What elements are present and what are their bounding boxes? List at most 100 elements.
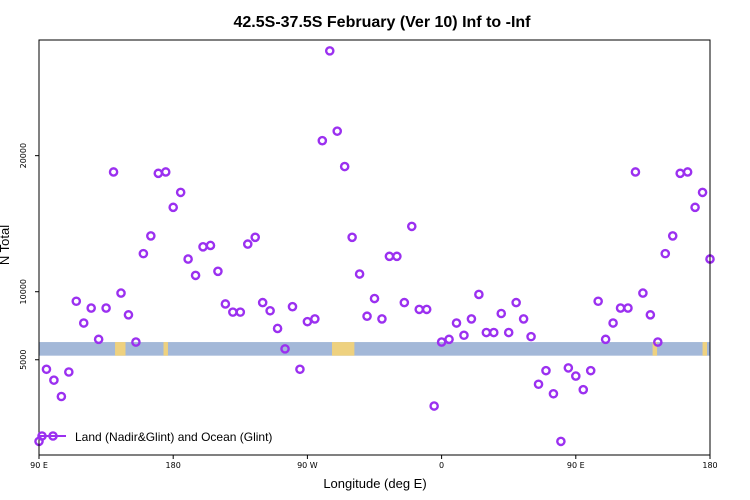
data-point bbox=[384, 251, 395, 262]
data-point bbox=[414, 304, 425, 315]
x-tick-label: 90 W bbox=[297, 461, 318, 470]
data-point bbox=[257, 297, 268, 308]
data-point bbox=[585, 365, 596, 376]
data-point bbox=[548, 388, 559, 399]
band-highlight bbox=[163, 342, 168, 356]
data-point bbox=[675, 168, 685, 179]
data-point bbox=[690, 202, 700, 213]
y-axis-label: N Total bbox=[0, 225, 12, 265]
legend: Land (Nadir&Glint) and Ocean (Glint) bbox=[37, 430, 272, 444]
data-point bbox=[697, 187, 708, 198]
y-tick-label: 20000 bbox=[19, 143, 28, 168]
x-tick-label: 90 E bbox=[30, 461, 48, 470]
plot-frame bbox=[38, 39, 711, 456]
data-point bbox=[235, 307, 246, 317]
data-point bbox=[123, 310, 134, 320]
data-point bbox=[56, 391, 67, 402]
data-point bbox=[265, 305, 275, 316]
data-point bbox=[578, 384, 589, 395]
data-point bbox=[116, 288, 126, 298]
data-point bbox=[41, 364, 52, 375]
data-point bbox=[280, 344, 290, 354]
data-point bbox=[71, 296, 82, 307]
legend-marker bbox=[37, 431, 47, 441]
data-point bbox=[421, 304, 432, 315]
data-point bbox=[511, 297, 521, 308]
data-point bbox=[302, 316, 313, 327]
data-point bbox=[556, 436, 566, 447]
data-point bbox=[198, 242, 208, 252]
band-highlight bbox=[115, 342, 126, 356]
data-point bbox=[324, 46, 335, 56]
x-tick-label: 180 bbox=[166, 461, 181, 470]
data-point bbox=[526, 331, 536, 342]
data-point bbox=[645, 310, 656, 320]
y-axis-ticks: 5000 10000 20000 bbox=[19, 143, 39, 370]
x-tick-label: 0 bbox=[439, 461, 444, 470]
data-point bbox=[660, 248, 671, 259]
data-point bbox=[242, 239, 253, 249]
data-point bbox=[444, 334, 454, 345]
data-point bbox=[451, 318, 462, 328]
y-tick-label: 10000 bbox=[19, 279, 28, 304]
data-point bbox=[466, 314, 477, 324]
data-point bbox=[160, 167, 171, 177]
data-point bbox=[272, 323, 283, 334]
data-point bbox=[220, 299, 231, 309]
data-point bbox=[146, 231, 156, 241]
data-point bbox=[496, 308, 507, 319]
data-point bbox=[362, 311, 372, 322]
data-point bbox=[295, 364, 305, 375]
data-point bbox=[49, 375, 59, 385]
data-points bbox=[34, 46, 715, 447]
data-point bbox=[571, 371, 581, 381]
data-point bbox=[481, 327, 492, 338]
x-tick-label: 180 bbox=[702, 461, 717, 470]
data-point bbox=[541, 365, 551, 376]
data-point bbox=[213, 266, 223, 277]
data-point bbox=[93, 334, 104, 345]
data-point bbox=[175, 187, 186, 198]
band-highlight bbox=[332, 342, 355, 356]
data-point bbox=[459, 330, 469, 341]
band-highlight bbox=[702, 342, 708, 356]
x-axis-label: Longitude (deg E) bbox=[323, 476, 426, 491]
data-point bbox=[369, 293, 380, 304]
data-point bbox=[310, 314, 320, 324]
data-point bbox=[250, 232, 261, 243]
data-point bbox=[354, 269, 365, 279]
data-point bbox=[682, 167, 693, 177]
data-point bbox=[78, 318, 89, 328]
data-point bbox=[138, 248, 149, 259]
chart-title: 42.5S-37.5S February (Ver 10) Inf to -In… bbox=[234, 14, 532, 31]
data-point bbox=[347, 232, 357, 243]
x-axis-ticks: 90 E 180 90 W 0 90 E 180 bbox=[30, 455, 718, 470]
data-point bbox=[287, 301, 298, 312]
data-point bbox=[377, 314, 387, 324]
data-point bbox=[339, 161, 350, 172]
data-point bbox=[488, 327, 499, 338]
data-point bbox=[630, 167, 641, 177]
data-point bbox=[190, 270, 201, 281]
data-point bbox=[228, 307, 238, 317]
data-point bbox=[474, 289, 484, 300]
data-point bbox=[101, 303, 111, 313]
data-point bbox=[332, 126, 343, 136]
data-point bbox=[205, 240, 216, 251]
data-point bbox=[593, 296, 603, 307]
data-point bbox=[518, 314, 529, 324]
data-point bbox=[399, 297, 410, 308]
band-highlight bbox=[652, 342, 658, 356]
data-point bbox=[600, 334, 611, 345]
data-point bbox=[153, 168, 164, 179]
data-point bbox=[653, 337, 663, 347]
data-point bbox=[623, 303, 633, 313]
data-point bbox=[317, 135, 328, 146]
data-point bbox=[615, 303, 626, 313]
data-point bbox=[667, 231, 678, 241]
data-point bbox=[86, 303, 96, 313]
sensitivity-band bbox=[39, 342, 710, 356]
data-point bbox=[503, 327, 514, 338]
x-tick-label: 90 E bbox=[567, 461, 585, 470]
